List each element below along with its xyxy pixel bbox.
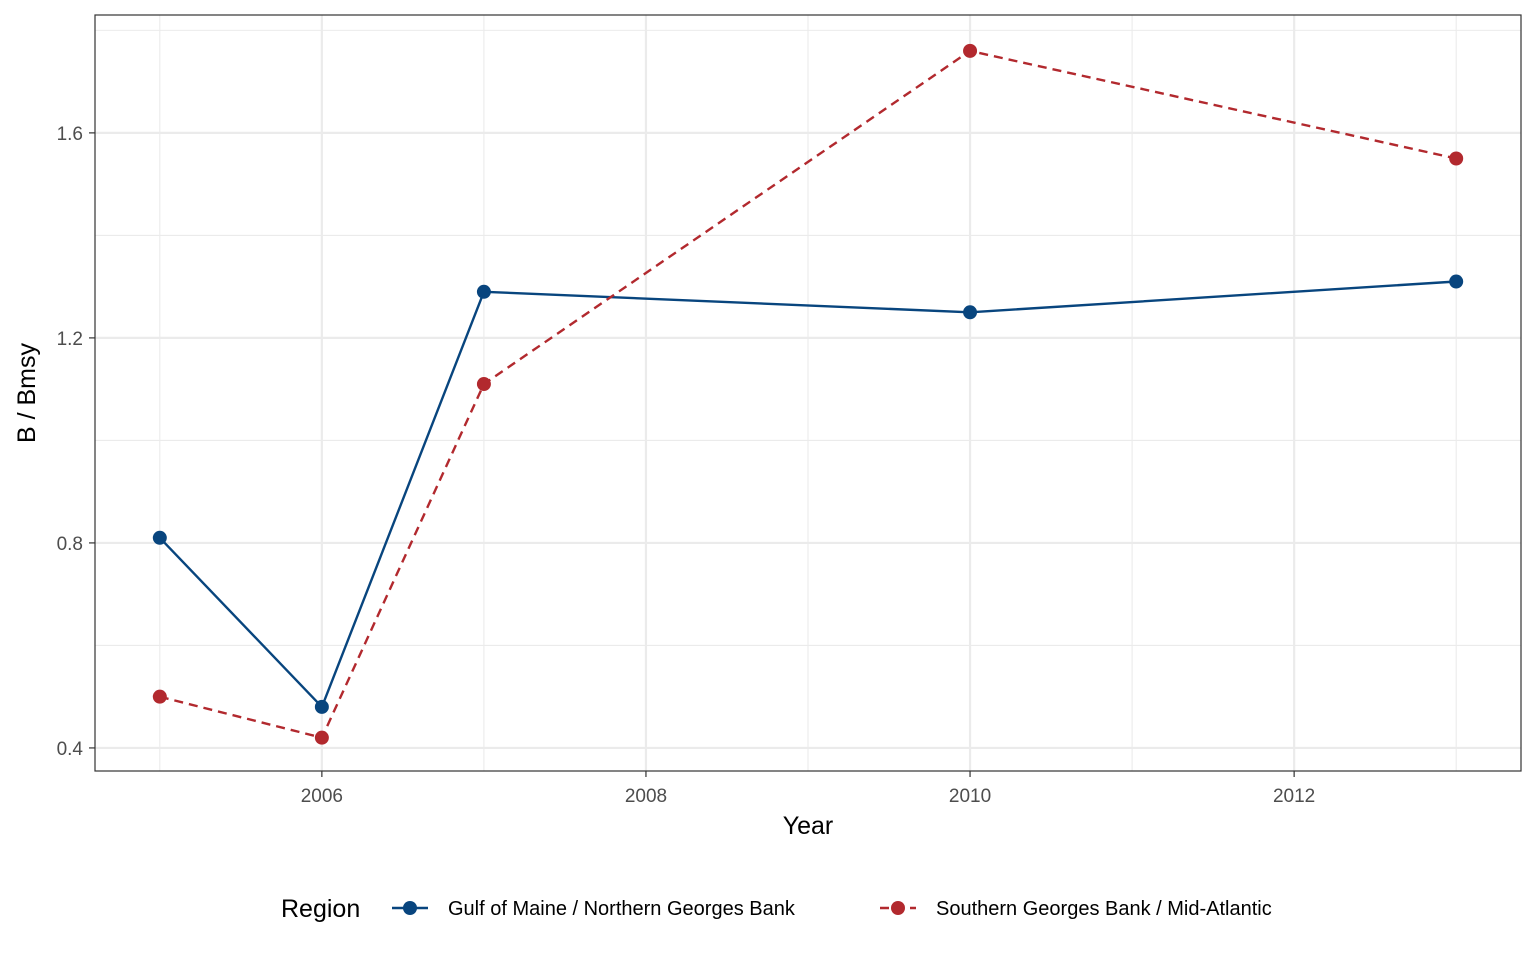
legend-key-point — [403, 901, 417, 915]
data-point — [152, 689, 167, 704]
data-point — [476, 377, 491, 392]
series-1 — [152, 274, 1464, 714]
grid-layer — [95, 15, 1521, 771]
x-tick-label: 2006 — [301, 786, 343, 807]
tick-layer: 2006 2008 2010 2012 0.4 0.8 1.2 1.6 — [57, 124, 1316, 807]
data-point — [476, 284, 491, 299]
x-axis-title: Year — [783, 812, 834, 840]
x-tick-label: 2010 — [949, 786, 991, 807]
y-tick-label: 0.4 — [57, 739, 84, 760]
legend-item-2: Southern Georges Bank / Mid-Atlantic — [880, 898, 1272, 920]
legend: Region Gulf of Maine / Northern Georges … — [281, 895, 1272, 923]
series-layer — [152, 43, 1464, 745]
plot-panel-border — [94, 14, 1522, 772]
data-point — [1449, 151, 1464, 166]
legend-key-point — [891, 901, 905, 915]
legend-item-1: Gulf of Maine / Northern Georges Bank — [392, 898, 796, 920]
data-point — [152, 530, 167, 545]
data-point — [314, 730, 329, 745]
y-tick-label: 0.8 — [57, 534, 83, 555]
x-tick-label: 2012 — [1273, 786, 1315, 807]
data-point — [963, 43, 978, 58]
legend-title: Region — [281, 895, 360, 923]
data-point — [314, 699, 329, 714]
y-tick-label: 1.2 — [57, 329, 83, 350]
y-axis-title: B / Bmsy — [13, 342, 41, 443]
x-tick-label: 2008 — [625, 786, 667, 807]
legend-label: Southern Georges Bank / Mid-Atlantic — [936, 898, 1272, 920]
data-point — [963, 305, 978, 320]
legend-label: Gulf of Maine / Northern Georges Bank — [448, 898, 796, 920]
y-tick-label: 1.6 — [57, 124, 83, 145]
data-point — [1449, 274, 1464, 289]
series-2 — [152, 43, 1464, 745]
